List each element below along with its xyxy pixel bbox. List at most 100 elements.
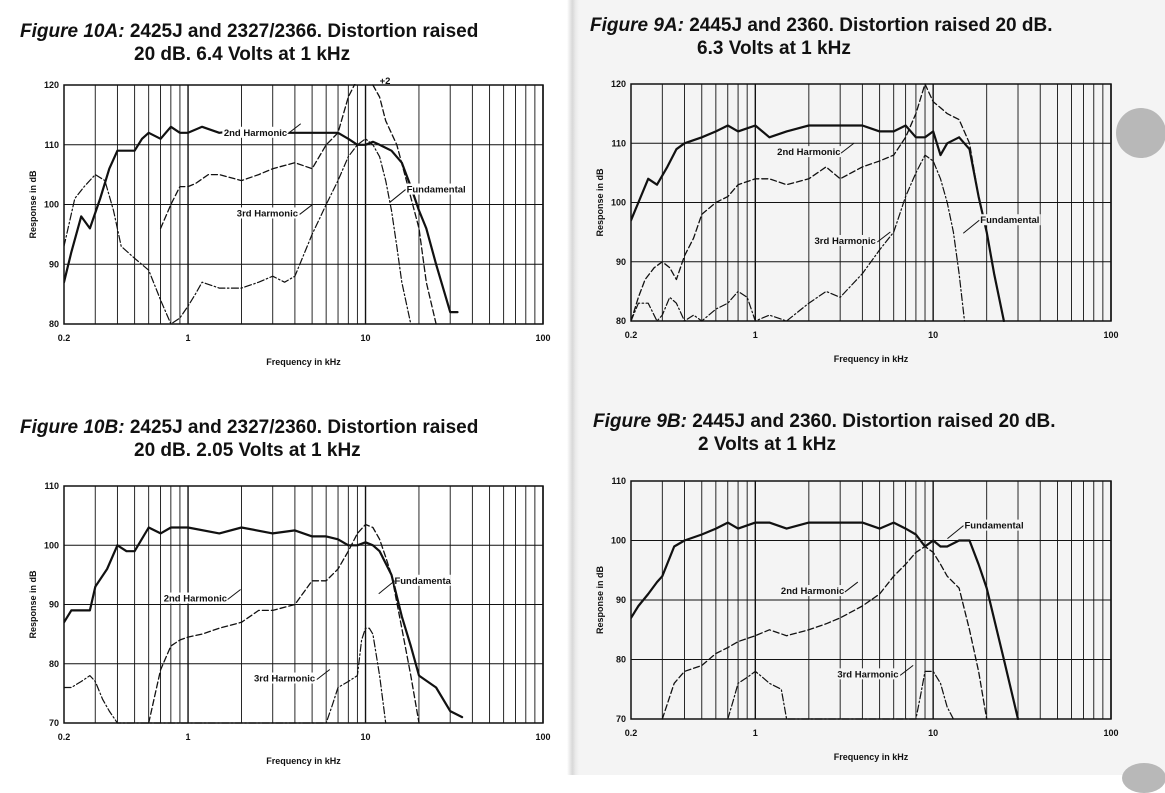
annotation-leader <box>299 204 313 215</box>
x-tick-label: 10 <box>361 732 371 742</box>
figure-tag: Figure 9B: <box>593 411 687 432</box>
y-tick-label: 120 <box>611 79 626 89</box>
binder-hole <box>1116 108 1165 158</box>
x-tick-label: 10 <box>928 728 938 738</box>
annotation-label: 3rd Harmonic <box>237 208 298 219</box>
annotation-label: +2 <box>380 76 391 87</box>
x-tick-label: 100 <box>535 333 550 343</box>
x-tick-label: 10 <box>928 330 938 340</box>
x-tick-label: 100 <box>1103 330 1118 340</box>
annotation-bg <box>222 126 289 138</box>
annotation-label: 2nd Harmonic <box>781 586 844 597</box>
figure-title: Figure 9A: 2445J and 2360. Distortion ra… <box>590 14 1053 60</box>
y-axis-label: Response in dB <box>595 565 605 634</box>
annotation-bg <box>775 146 843 158</box>
y-axis-label: Response in dB <box>28 570 38 639</box>
annotation-leader <box>840 142 855 154</box>
figure-title-line1: 2445J and 2360. Distortion raised 20 dB. <box>689 15 1053 36</box>
series-3rd-harmonic <box>64 627 387 724</box>
annotation-bg <box>834 668 902 680</box>
y-tick-label: 110 <box>611 476 626 486</box>
annotation-label: Fundamental <box>980 215 1039 226</box>
series-2nd-harmonic <box>661 545 988 720</box>
y-tick-label: 90 <box>616 257 626 267</box>
y-tick-label: 110 <box>44 481 59 491</box>
x-tick-label: 0.2 <box>58 732 71 742</box>
grid <box>630 83 1112 322</box>
annotation-label: Fundamenta <box>394 576 451 587</box>
figure-title-line2: 20 dB. 2.05 Volts at 1 kHz <box>134 440 361 461</box>
y-tick-label: 90 <box>49 259 59 269</box>
figure-title: Figure 9B: 2445J and 2360. Distortion ra… <box>593 410 1056 456</box>
figure-title-line2: 2 Volts at 1 kHz <box>698 434 836 455</box>
annotation-leader <box>877 231 891 243</box>
figure-tag: Figure 9A: <box>590 15 684 36</box>
annotation-label: 2nd Harmonic <box>777 147 840 158</box>
annotation-leader <box>378 580 396 595</box>
series-2nd-harmonic <box>159 84 437 325</box>
y-tick-label: 110 <box>611 138 626 148</box>
annotation-leader <box>287 123 302 135</box>
annotation-leader <box>962 219 980 234</box>
annotation-label: Fundamental <box>407 185 466 196</box>
plot-frame <box>630 83 1112 322</box>
figure-title-line1: 2445J and 2360. Distortion raised 20 dB. <box>692 411 1056 432</box>
annotation-leader <box>316 669 331 680</box>
annotation-leader <box>947 525 964 539</box>
annotation-bg <box>394 574 451 586</box>
grid <box>630 480 1112 720</box>
y-tick-label: 110 <box>44 140 59 150</box>
x-tick-label: 1 <box>753 728 758 738</box>
y-tick-label: 100 <box>611 536 626 546</box>
x-tick-label: 0.2 <box>625 728 638 738</box>
series-2nd-harmonic <box>148 523 420 724</box>
series-3rd-harmonic <box>727 670 954 720</box>
y-tick-label: 100 <box>44 200 59 210</box>
annotation-bg <box>234 207 301 219</box>
figure-title-line1: 2425J and 2327/2366. Distortion raised <box>129 21 479 42</box>
annotation-bg <box>779 585 846 597</box>
y-tick-label: 70 <box>49 718 59 728</box>
figure-tag: Figure 10B: <box>20 417 125 438</box>
x-tick-label: 1 <box>186 732 191 742</box>
figure-title-line2: 20 dB. 6.4 Volts at 1 kHz <box>134 44 351 65</box>
figure-title: Figure 10A: 2425J and 2327/2366. Distort… <box>20 20 478 66</box>
y-tick-label: 80 <box>616 316 626 326</box>
series-fundamental <box>631 124 1005 322</box>
x-tick-label: 0.2 <box>58 333 71 343</box>
annotation-leader <box>899 664 914 676</box>
annotation-label: 3rd Harmonic <box>254 674 315 685</box>
book-gutter <box>567 0 579 775</box>
x-tick-label: 1 <box>753 330 758 340</box>
figure-title: Figure 10B: 2425J and 2327/2360. Distort… <box>20 416 478 462</box>
series-3rd-harmonic <box>64 138 412 325</box>
annotation-bg <box>405 183 467 195</box>
figure-title-line2: 6.3 Volts at 1 kHz <box>697 38 851 59</box>
y-tick-label: 80 <box>616 655 626 665</box>
y-tick-label: 100 <box>44 540 59 550</box>
x-axis-label: Frequency in kHz <box>266 756 341 766</box>
annotation-bg <box>963 519 1025 531</box>
series-fundamental <box>631 521 1020 720</box>
x-axis-label: Frequency in kHz <box>834 752 909 762</box>
annotation-bg <box>162 592 229 604</box>
series-3rd-harmonic <box>631 154 966 322</box>
annotation-leader <box>844 581 859 593</box>
x-tick-label: 10 <box>361 333 371 343</box>
annotation-leader <box>389 189 406 203</box>
series-fundamental <box>64 526 464 719</box>
plot-frame <box>63 84 544 325</box>
series-2nd-harmonic <box>631 83 980 322</box>
annotation-bg <box>979 214 1041 226</box>
x-axis-label: Frequency in kHz <box>834 354 909 364</box>
x-tick-label: 1 <box>186 333 191 343</box>
figure-tag: Figure 10A: <box>20 21 125 42</box>
annotation-bg <box>251 672 318 684</box>
x-tick-label: 0.2 <box>625 330 638 340</box>
y-tick-label: 100 <box>611 198 626 208</box>
y-axis-label: Response in dB <box>28 170 38 239</box>
